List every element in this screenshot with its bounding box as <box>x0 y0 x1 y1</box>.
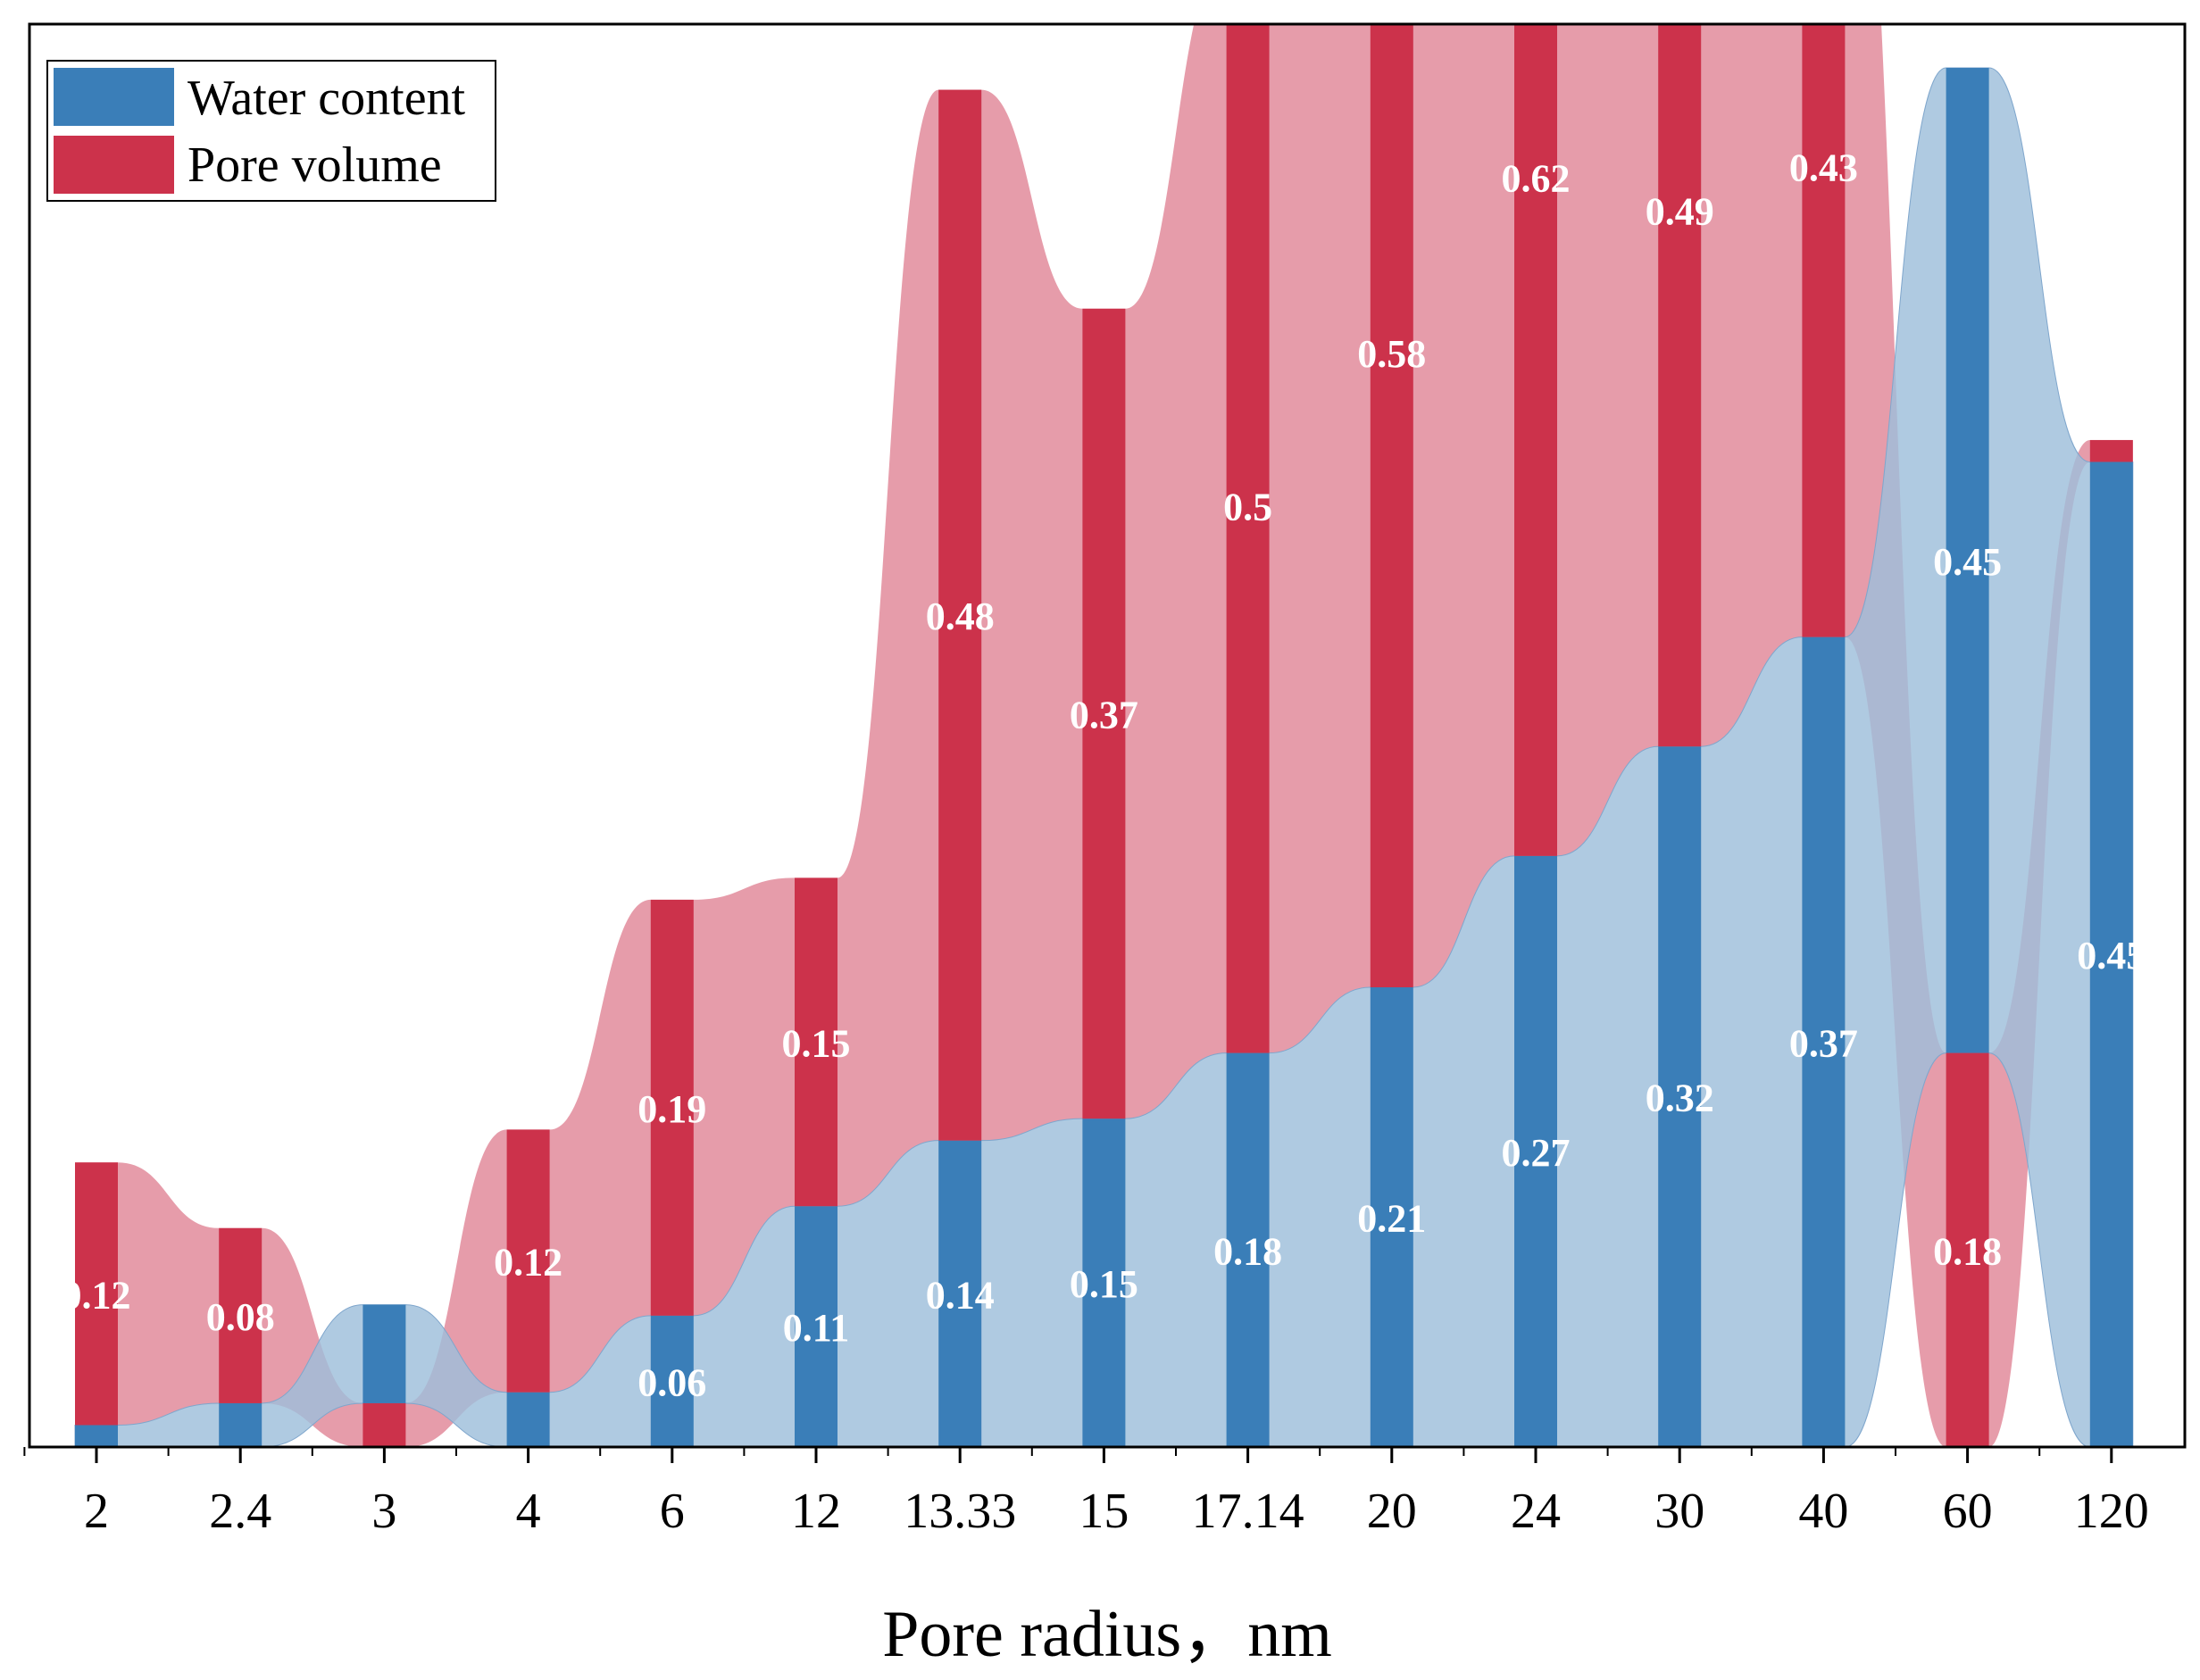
x-tick-label: 120 <box>2074 1484 2149 1539</box>
x-tick-label: 60 <box>1943 1484 1993 1539</box>
bar-water-content <box>75 1425 118 1447</box>
bar-pore-volume <box>1514 24 1557 856</box>
x-tick-label: 12 <box>791 1484 841 1539</box>
data-label-water-content: 0.37 <box>1789 1021 1858 1065</box>
x-tick-label: 2.4 <box>209 1484 271 1539</box>
bar-pore-volume <box>938 89 982 1141</box>
data-label-pore-volume: 0.5 <box>1223 486 1272 529</box>
data-label-water-content: 0.27 <box>1502 1131 1571 1175</box>
legend-swatch-water-content <box>54 68 174 126</box>
data-label-pore-volume: 0.48 <box>926 595 995 638</box>
x-tick-label: 30 <box>1654 1484 1704 1539</box>
data-label-pore-volume: 0.49 <box>1646 189 1714 233</box>
x-tick-label: 15 <box>1079 1484 1129 1539</box>
x-axis-title: Pore radius，nm <box>882 1598 1332 1671</box>
bar-pore-volume <box>1658 24 1702 747</box>
x-tick-label: 40 <box>1798 1484 1848 1539</box>
plot-frame <box>28 22 2187 1449</box>
bar-pore-volume <box>1226 24 1270 1053</box>
data-label-water-content: 0.18 <box>1213 1229 1282 1273</box>
data-label-pore-volume: 0.58 <box>1357 332 1426 376</box>
bar-pore-volume <box>1370 24 1413 988</box>
bar-pore-volume <box>1946 1052 1989 1447</box>
bar-pore-volume <box>650 899 694 1316</box>
bar-pore-volume <box>795 877 838 1207</box>
x-tick-label: 3 <box>371 1484 396 1539</box>
data-label-water-content: 0.11 <box>783 1306 850 1350</box>
axes: 2 2.4 3 4 6 12 13.33 15 17.14 20 24 30 40 60 120 <box>23 22 2187 1539</box>
data-label-pore-volume: 0.08 <box>206 1295 275 1339</box>
x-tick-label: 4 <box>516 1484 541 1539</box>
bar-water-content <box>1946 68 1989 1053</box>
data-label-water-content: 0.14 <box>926 1273 995 1317</box>
data-label-pore-volume: 0.37 <box>1070 693 1138 736</box>
bar-pore-volume <box>2089 439 2133 462</box>
data-label-water-content: 0.45 <box>2077 934 2146 977</box>
bar-pore-volume <box>362 1402 406 1447</box>
legend-label-water-content: Water content <box>188 71 466 126</box>
data-label-water-content: 0.21 <box>1357 1197 1426 1241</box>
legend-swatch-pore-volume <box>54 136 174 194</box>
plot-area <box>74 24 2134 1447</box>
bar-water-content <box>219 1402 262 1447</box>
data-label-pore-volume: 0.12 <box>62 1273 131 1317</box>
bar-water-content <box>1082 1119 1126 1447</box>
legend: Water content Pore volume <box>46 60 496 202</box>
x-tick-label: 17.14 <box>1192 1484 1304 1539</box>
data-label-pore-volume: 0.62 <box>1502 157 1571 201</box>
x-tick-label: 24 <box>1511 1484 1561 1539</box>
bar-water-content <box>650 1315 694 1447</box>
bar-pore-volume <box>1802 24 1846 637</box>
bar-water-content <box>795 1206 838 1447</box>
bar-water-content <box>1802 636 1846 1447</box>
bar-water-content <box>1226 1052 1270 1447</box>
data-label-water-content: 0.15 <box>1070 1262 1138 1306</box>
data-label-pore-volume: 0.12 <box>494 1241 562 1285</box>
data-labels: 0.12 0.08 0.12 0.06 0.19 0.11 0.15 0.14 0.48 0.15… <box>62 146 2146 1404</box>
data-label-pore-volume: 0.18 <box>1933 1229 2002 1273</box>
bar-water-content <box>1370 987 1413 1447</box>
bar-pore-volume <box>1082 308 1126 1119</box>
bar-water-content <box>938 1140 982 1447</box>
bar-water-content <box>506 1392 550 1447</box>
data-label-water-content: 0.45 <box>1933 540 2002 584</box>
data-label-pore-volume: 0.15 <box>782 1021 851 1065</box>
data-label-water-content: 0.06 <box>638 1360 706 1404</box>
bar-pore-volume <box>75 1162 118 1426</box>
data-label-pore-volume: 0.19 <box>638 1087 706 1131</box>
x-tick-label: 6 <box>660 1484 685 1539</box>
bar-pore-volume <box>219 1227 262 1403</box>
bar-water-content <box>1514 855 1557 1447</box>
x-tick-label: 2 <box>84 1484 109 1539</box>
data-label-water-content: 0.32 <box>1646 1077 1714 1120</box>
legend-label-pore-volume: Pore volume <box>188 137 442 193</box>
bar-water-content <box>2089 462 2133 1447</box>
bar-water-content <box>362 1304 406 1403</box>
x-tick-label: 13.33 <box>904 1484 1016 1539</box>
x-tick-label: 20 <box>1367 1484 1417 1539</box>
bar-pore-volume <box>506 1129 550 1393</box>
data-label-pore-volume: 0.43 <box>1789 146 1858 189</box>
bar-water-content <box>1658 746 1702 1447</box>
